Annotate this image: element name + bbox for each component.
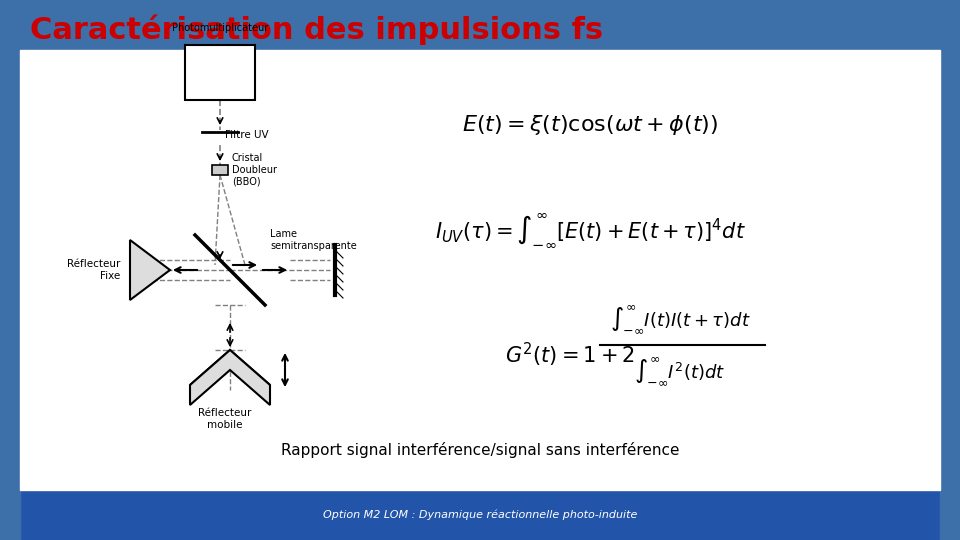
Text: Photomultiplicateur: Photomultiplicateur xyxy=(172,23,268,33)
Text: Cristal
Doubleur
(BBO): Cristal Doubleur (BBO) xyxy=(232,153,277,187)
Bar xyxy=(212,165,228,175)
Text: Option M2 LOM : Dynamique réactionnelle photo-induite: Option M2 LOM : Dynamique réactionnelle … xyxy=(323,510,637,520)
Bar xyxy=(0,0,960,50)
Polygon shape xyxy=(190,350,270,405)
Bar xyxy=(20,50,940,490)
Text: $\int_{-\infty}^{\infty} I(t)I(t+\tau)dt$: $\int_{-\infty}^{\infty} I(t)I(t+\tau)dt… xyxy=(610,303,751,335)
Bar xyxy=(185,45,255,100)
Bar xyxy=(940,0,960,540)
Text: Réflecteur
mobile: Réflecteur mobile xyxy=(199,408,252,430)
Bar xyxy=(0,490,960,540)
Text: Caractérisation des impulsions fs: Caractérisation des impulsions fs xyxy=(30,15,603,45)
Text: Réflecteur
Fixe: Réflecteur Fixe xyxy=(66,259,120,281)
Polygon shape xyxy=(130,240,170,300)
Text: Rapport signal interférence/signal sans interférence: Rapport signal interférence/signal sans … xyxy=(280,442,680,458)
Text: $\int_{-\infty}^{\infty} I^2(t)dt$: $\int_{-\infty}^{\infty} I^2(t)dt$ xyxy=(635,355,726,387)
Text: $E(t) = \xi(t)\cos(\omega t + \phi(t))$: $E(t) = \xi(t)\cos(\omega t + \phi(t))$ xyxy=(462,113,718,137)
Bar xyxy=(0,0,20,540)
Text: $I_{UV}(\tau) = \int_{-\infty}^{\infty} [E(t) + E(t+\tau)]^4 dt$: $I_{UV}(\tau) = \int_{-\infty}^{\infty} … xyxy=(435,211,746,249)
Text: $G^2(t) = 1 + 2$: $G^2(t) = 1 + 2$ xyxy=(505,341,635,369)
Text: Filtre UV: Filtre UV xyxy=(225,130,269,140)
Text: Lame
semitransparente: Lame semitransparente xyxy=(270,229,357,251)
